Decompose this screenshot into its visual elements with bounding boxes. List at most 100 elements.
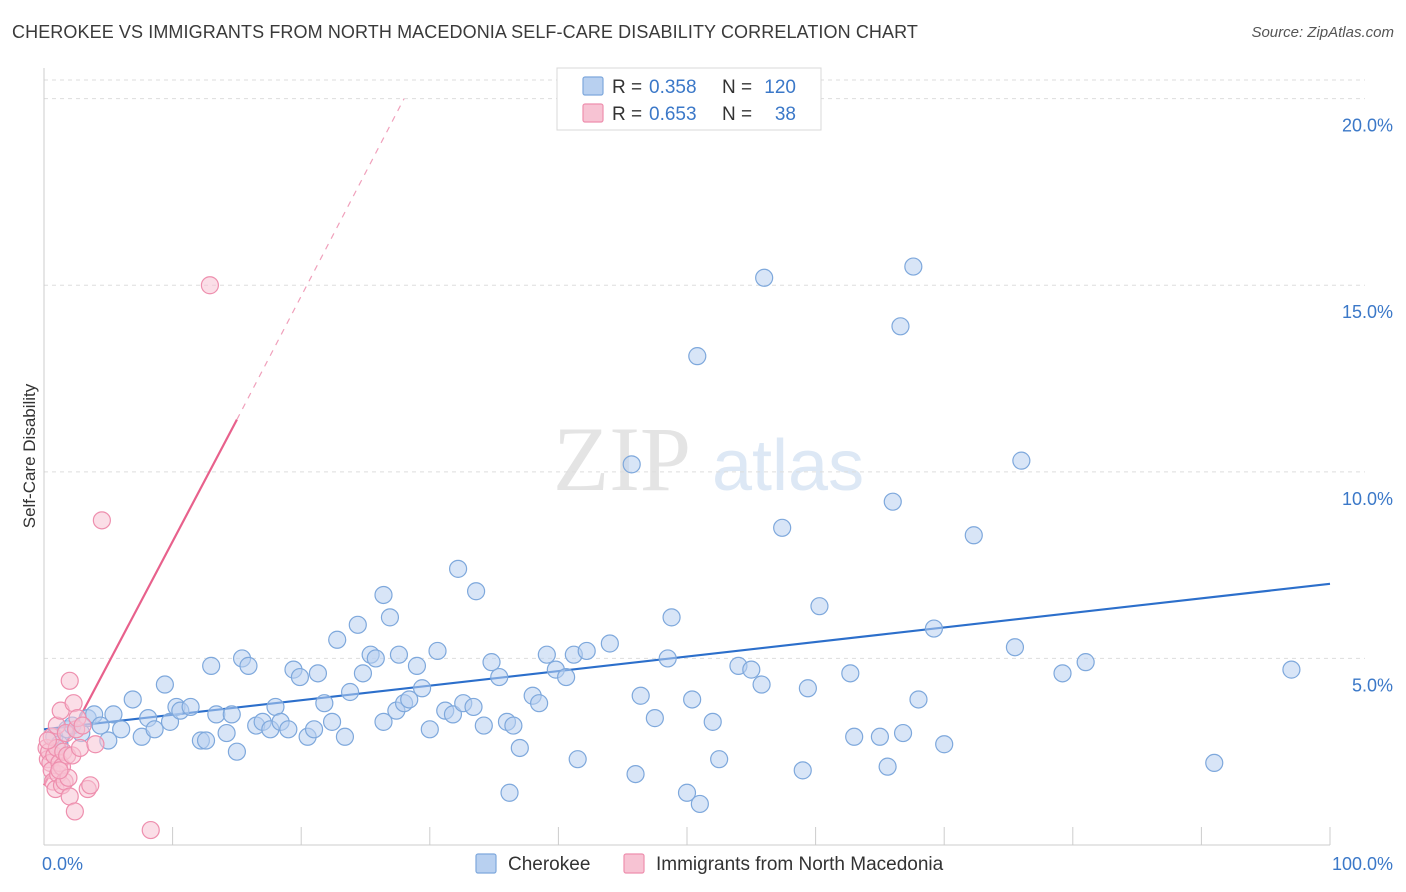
point-macedonia bbox=[38, 731, 57, 750]
point-cherokee bbox=[1053, 664, 1072, 683]
point-cherokee bbox=[474, 716, 493, 735]
point-macedonia bbox=[73, 716, 92, 735]
point-cherokee bbox=[1282, 660, 1301, 679]
legend-n-value-1: 120 bbox=[764, 77, 796, 98]
series-legend: Cherokee Immigrants from North Macedonia bbox=[475, 853, 944, 875]
point-cherokee bbox=[742, 660, 761, 679]
point-cherokee bbox=[1005, 638, 1025, 657]
point-cherokee bbox=[841, 664, 860, 683]
point-macedonia bbox=[60, 671, 79, 690]
point-macedonia bbox=[70, 738, 90, 758]
point-cherokee bbox=[400, 690, 419, 709]
point-cherokee bbox=[878, 757, 897, 776]
point-cherokee bbox=[645, 709, 664, 728]
legend-r-label-2: R = bbox=[612, 104, 642, 125]
point-cherokee bbox=[490, 667, 509, 687]
point-cherokee bbox=[935, 735, 954, 754]
legend-swatch-macedonia bbox=[582, 103, 604, 123]
point-cherokee bbox=[448, 559, 468, 578]
point-cherokee bbox=[500, 783, 519, 802]
point-cherokee bbox=[91, 716, 110, 735]
legend-n-label-1: N = bbox=[722, 77, 752, 98]
point-cherokee bbox=[353, 664, 373, 683]
x-tick-label: 0.0% bbox=[42, 854, 83, 874]
legend-r-value-2: 0.653 bbox=[649, 104, 697, 125]
point-cherokee bbox=[389, 645, 409, 664]
source-label: Source: ZipAtlas.com bbox=[1251, 24, 1394, 41]
point-cherokee bbox=[504, 716, 523, 735]
point-macedonia bbox=[92, 511, 111, 530]
trend-line-cherokee bbox=[43, 582, 1331, 731]
y-tick-label: 15.0% bbox=[1342, 302, 1393, 322]
point-cherokee bbox=[924, 619, 944, 638]
point-cherokee bbox=[217, 723, 236, 743]
point-cherokee bbox=[380, 608, 400, 627]
legend-n-value-2: 38 bbox=[775, 104, 796, 125]
point-cherokee bbox=[1012, 451, 1031, 470]
bottom-legend-swatch-cherokee bbox=[475, 853, 497, 874]
point-cherokee bbox=[335, 727, 355, 746]
point-cherokee bbox=[207, 705, 226, 724]
point-cherokee bbox=[482, 653, 501, 672]
point-cherokee bbox=[510, 738, 529, 758]
point-cherokee bbox=[658, 649, 677, 668]
point-cherokee bbox=[112, 720, 131, 739]
x-tick-label: 100.0% bbox=[1332, 854, 1393, 874]
point-cherokee bbox=[752, 675, 771, 694]
point-cherokee bbox=[222, 705, 241, 724]
point-cherokee bbox=[374, 585, 393, 605]
point-cherokee bbox=[662, 608, 681, 627]
point-cherokee bbox=[690, 794, 709, 814]
point-cherokee bbox=[104, 705, 123, 724]
point-cherokee bbox=[964, 526, 983, 545]
point-cherokee bbox=[443, 705, 463, 724]
point-cherokee bbox=[155, 675, 174, 694]
point-cherokee bbox=[420, 720, 439, 739]
point-cherokee bbox=[466, 582, 486, 601]
point-cherokee bbox=[893, 723, 913, 743]
point-cherokee bbox=[428, 641, 447, 661]
point-cherokee bbox=[600, 634, 619, 653]
point-cherokee bbox=[845, 727, 864, 746]
point-cherokee bbox=[703, 712, 722, 731]
point-cherokee bbox=[348, 615, 367, 634]
point-cherokee bbox=[407, 656, 427, 675]
chart-title: CHEROKEE VS IMMIGRANTS FROM NORTH MACEDO… bbox=[12, 22, 918, 42]
point-cherokee bbox=[677, 783, 697, 802]
point-cherokee bbox=[891, 317, 910, 336]
point-cherokee bbox=[374, 712, 393, 731]
point-cherokee bbox=[870, 727, 890, 746]
point-cherokee bbox=[904, 257, 923, 276]
tick-labels: 5.0% 10.0% 15.0% 20.0% 0.0% 100.0% bbox=[42, 116, 1393, 874]
point-cherokee bbox=[202, 656, 221, 675]
point-cherokee bbox=[537, 645, 556, 664]
legend-r-value-1: 0.358 bbox=[649, 77, 697, 98]
watermark-zip: ZIP bbox=[553, 408, 691, 510]
point-cherokee bbox=[798, 679, 817, 698]
point-cherokee bbox=[568, 750, 587, 769]
point-cherokee bbox=[464, 697, 483, 717]
point-cherokee bbox=[412, 679, 432, 698]
point-cherokee bbox=[145, 720, 164, 739]
y-tick-label: 20.0% bbox=[1342, 116, 1393, 136]
data-points bbox=[37, 257, 1301, 840]
point-macedonia bbox=[64, 694, 83, 713]
trend-line-macedonia-extension bbox=[236, 98, 405, 420]
bottom-legend-macedonia: Immigrants from North Macedonia bbox=[656, 854, 944, 875]
point-cherokee bbox=[181, 697, 200, 717]
point-cherokee bbox=[810, 597, 829, 616]
point-macedonia bbox=[200, 276, 219, 295]
watermark-atlas: atlas bbox=[712, 426, 864, 506]
point-cherokee bbox=[883, 492, 902, 511]
axes bbox=[43, 68, 1331, 846]
point-cherokee bbox=[683, 690, 702, 709]
point-cherokee bbox=[1076, 653, 1095, 672]
point-macedonia bbox=[50, 761, 69, 780]
legend-swatch-cherokee bbox=[582, 76, 604, 96]
point-macedonia bbox=[81, 776, 100, 795]
point-cherokee bbox=[631, 686, 650, 705]
bottom-legend-cherokee: Cherokee bbox=[508, 854, 590, 875]
point-cherokee bbox=[279, 720, 298, 739]
point-macedonia bbox=[141, 820, 160, 840]
